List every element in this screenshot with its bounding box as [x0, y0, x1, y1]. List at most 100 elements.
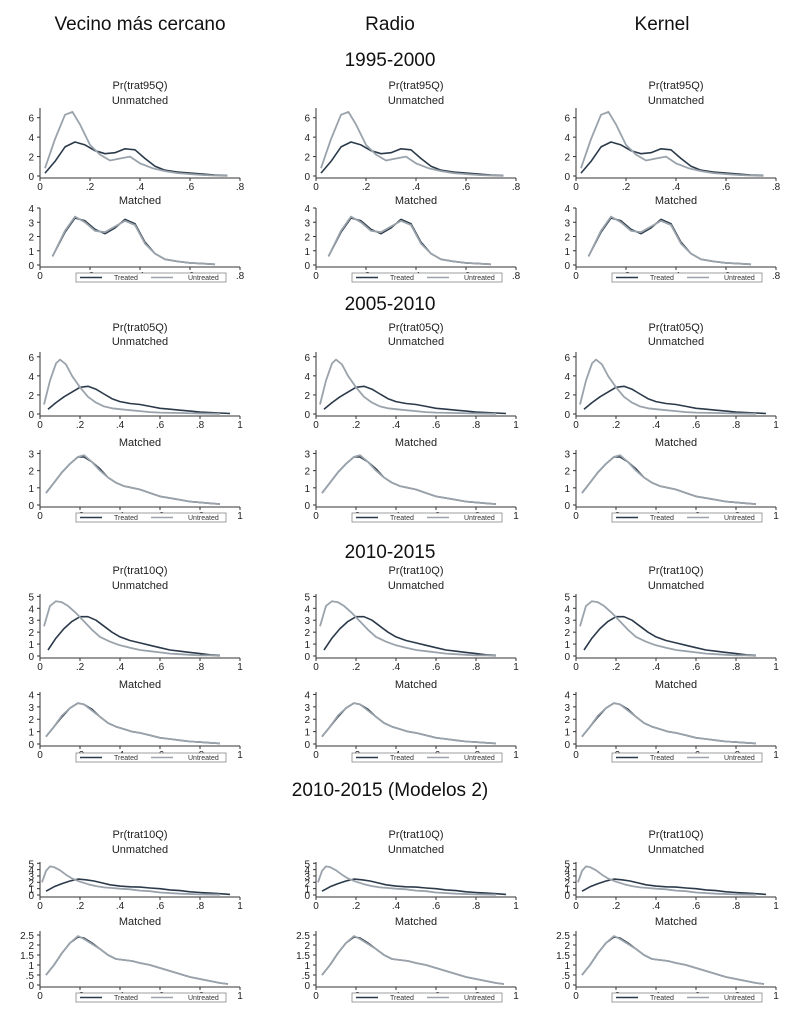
- r2-c2-matched-y-tick-label-0: 0: [564, 740, 570, 751]
- r3-c1-unmatched-y-tick-label-0: 0: [304, 891, 310, 902]
- r0-c0-unmatched-y-tick-label-0: 0: [28, 172, 34, 183]
- r3-c2-matched-x-tick-label-5: 1: [773, 991, 779, 1002]
- r1-c2-matched-series-treated-line: [581, 456, 757, 505]
- r0-c0-unmatched-y-tick-label-1: 2: [28, 153, 34, 164]
- r3-c2-unmatched-series-treated-line: [581, 878, 767, 896]
- r1-c1-unmatched-y-tick-label-3: 6: [304, 353, 310, 364]
- r3-c1-variable-label: Pr(trat10Q): [388, 829, 443, 841]
- r1-c2-matched-y-tick-label-3: 3: [564, 449, 570, 460]
- r2-c1-matched-x-tick-label-5: 1: [513, 750, 519, 761]
- r1-c2-unmatched-series-untreated-line: [579, 358, 757, 415]
- r2-c0-unmatched-y-tick-label-2: 2: [28, 628, 34, 639]
- r3-c0-matched-series-untreated-line: [45, 935, 229, 985]
- r1-c0-matched-series-treated-line: [45, 456, 221, 505]
- r3-c0-unmatched-y-tick-label-0: 0: [28, 891, 34, 902]
- r1-c1-unmatched-x-tick-label-4: .8: [472, 420, 481, 431]
- r0-c1-unmatched-y-tick-label-2: 4: [304, 133, 310, 144]
- r2-c0-unmatched-y-tick-label-0: 0: [28, 652, 34, 663]
- r1-c0-unmatched-x-tick-label-1: .2: [76, 420, 85, 431]
- r2-c1-unmatched-x-tick-label-1: .2: [352, 662, 361, 673]
- r1-c1-unmatched-x-tick-label-5: 1: [513, 420, 519, 431]
- r3-c2-legend-untreated-label: Untreated: [724, 995, 755, 1002]
- r2-c1-unmatched-y-tick-label-0: 0: [304, 652, 310, 663]
- r0-c1-unmatched-x-tick-label-2: .4: [412, 182, 421, 193]
- r3-c0-matched-x-tick-label-0: 0: [37, 991, 43, 1002]
- r3-c2-unmatched-y-tick-label-0: 0: [564, 891, 570, 902]
- r3-c0-unmatched-y-tick-label-4: 4: [28, 866, 34, 877]
- r3-c0-matched-y-tick-label-1: .5: [26, 971, 35, 982]
- r2-c2-unmatched-x-tick-label-3: .6: [692, 662, 701, 673]
- r2-c1-unmatched-y-tick-label-4: 4: [304, 604, 310, 615]
- r2-c0-unmatched-x-tick-label-1: .2: [76, 662, 85, 673]
- r3-c2-matched-series-untreated-line: [581, 935, 765, 985]
- r1-c2-unmatched-x-tick-label-5: 1: [773, 420, 779, 431]
- r3-c2-matched-y-tick-label-4: 2: [564, 941, 570, 952]
- r0-c0-legend-untreated-label: Untreated: [188, 275, 219, 282]
- r3-c1-unmatched-y-tick-label-1: 1: [304, 885, 310, 896]
- r0-c2-unmatched-y-tick-label-1: 2: [564, 153, 570, 164]
- r1-c0-matched-x-tick-label-0: 0: [37, 511, 43, 522]
- r2-c0-unmatched-x-tick-label-4: .8: [196, 662, 205, 673]
- r2-c2-unmatched-y-tick-label-1: 1: [564, 640, 570, 651]
- r0-c1-matched-series-untreated-line: [327, 215, 492, 266]
- r1-c1-matched-y-tick-label-1: 1: [304, 484, 310, 495]
- r2-c0-unmatched-series-treated-line: [47, 615, 221, 657]
- r2-c0-matched-series-treated-line: [45, 702, 221, 745]
- r2-c0-unmatched-series-untreated-line: [43, 600, 221, 657]
- r3-c0-legend-untreated-label: Untreated: [188, 995, 219, 1002]
- r0-c0-unmatched-y-tick-label-3: 6: [28, 114, 34, 125]
- r3-c1-legend-treated-label: Treated: [390, 995, 414, 1002]
- r2-c2-unmatched-y-tick-label-3: 3: [564, 616, 570, 627]
- r1-c0-unmatched-x-tick-label-2: .4: [116, 420, 125, 431]
- r1-c2-matched-series-untreated-line: [581, 454, 757, 505]
- r0-c2-matched-x-tick-label-4: .8: [772, 271, 781, 282]
- r0-c1-unmatched-series-untreated-line: [320, 111, 504, 177]
- r3-c1-unmatched-y-tick-label-3: 3: [304, 872, 310, 883]
- r0-c2-unmatched-y-tick-label-3: 6: [564, 114, 570, 125]
- r0-c0-matched-y-tick-label-2: 2: [28, 233, 34, 244]
- r2-c0-unmatched-y-tick-label-1: 1: [28, 640, 34, 651]
- r1-c0-legend-treated-label: Treated: [114, 515, 138, 522]
- r0-c1-matched-x-tick-label-4: .8: [512, 271, 521, 282]
- r0-c2-matched-series-untreated-line: [587, 215, 752, 266]
- r1-c1-matched-x-tick-label-0: 0: [313, 511, 319, 522]
- r1-c1-variable-label: Pr(trat05Q): [388, 322, 443, 334]
- r3-c1-matched-x-tick-label-5: 1: [513, 991, 519, 1002]
- r3-c1-matched-y-tick-label-2: 1: [304, 961, 310, 972]
- r3-c2-unmatched-title: Unmatched: [648, 844, 704, 856]
- r2-c1-unmatched-series-untreated-line: [319, 600, 497, 657]
- r3-c1-matched-series-treated-line: [321, 936, 505, 985]
- r1-c1-unmatched-title: Unmatched: [388, 336, 444, 348]
- r2-c0-unmatched-title: Unmatched: [112, 580, 168, 592]
- r1-c1-matched-series-treated-line: [321, 456, 497, 505]
- r0-c2-matched-x-tick-label-0: 0: [573, 271, 579, 282]
- r0-c2-matched-y-tick-label-4: 4: [564, 204, 570, 215]
- r2-c2-matched-series-untreated-line: [581, 702, 757, 745]
- r2-c1-legend-treated-label: Treated: [390, 755, 414, 762]
- r0-c1-matched-title: Matched: [395, 195, 437, 207]
- r1-c0-unmatched-series-untreated-line: [43, 358, 221, 415]
- r0-c2-matched-title: Matched: [655, 195, 697, 207]
- r0-c2-unmatched-x-tick-label-1: .2: [622, 182, 631, 193]
- r2-c0-matched-x-tick-label-5: 1: [237, 750, 243, 761]
- r2-c2-matched-y-tick-label-3: 3: [564, 703, 570, 714]
- r2-c0-matched-title: Matched: [119, 679, 161, 691]
- r0-c0-unmatched-x-tick-label-1: .2: [86, 182, 95, 193]
- r2-c1-legend-untreated-label: Untreated: [464, 755, 495, 762]
- r1-c2-variable-label: Pr(trat05Q): [648, 322, 703, 334]
- r3-c1-matched-y-tick-label-1: .5: [302, 971, 311, 982]
- r0-c0-matched-y-tick-label-1: 1: [28, 247, 34, 258]
- r1-c2-unmatched-x-tick-label-0: 0: [573, 420, 579, 431]
- r0-c0-matched-y-tick-label-0: 0: [28, 261, 34, 272]
- r3-c0-matched-y-tick-label-5: 2.5: [20, 931, 34, 942]
- r1-c0-matched-y-tick-label-3: 3: [28, 449, 34, 460]
- r1-c0-matched-y-tick-label-1: 1: [28, 484, 34, 495]
- r1-c0-unmatched-title: Unmatched: [112, 336, 168, 348]
- r0-c0-unmatched-series-untreated-line: [44, 111, 228, 177]
- r1-c1-unmatched-y-tick-label-2: 4: [304, 372, 310, 383]
- r1-c2-matched-y-tick-label-0: 0: [564, 501, 570, 512]
- r3-c0-unmatched-series-treated-line: [45, 878, 231, 896]
- r3-c2-unmatched-y-tick-label-4: 4: [564, 866, 570, 877]
- r3-c0-unmatched-y-tick-label-2: 2: [28, 878, 34, 889]
- r2-c0-matched-y-tick-label-1: 1: [28, 728, 34, 739]
